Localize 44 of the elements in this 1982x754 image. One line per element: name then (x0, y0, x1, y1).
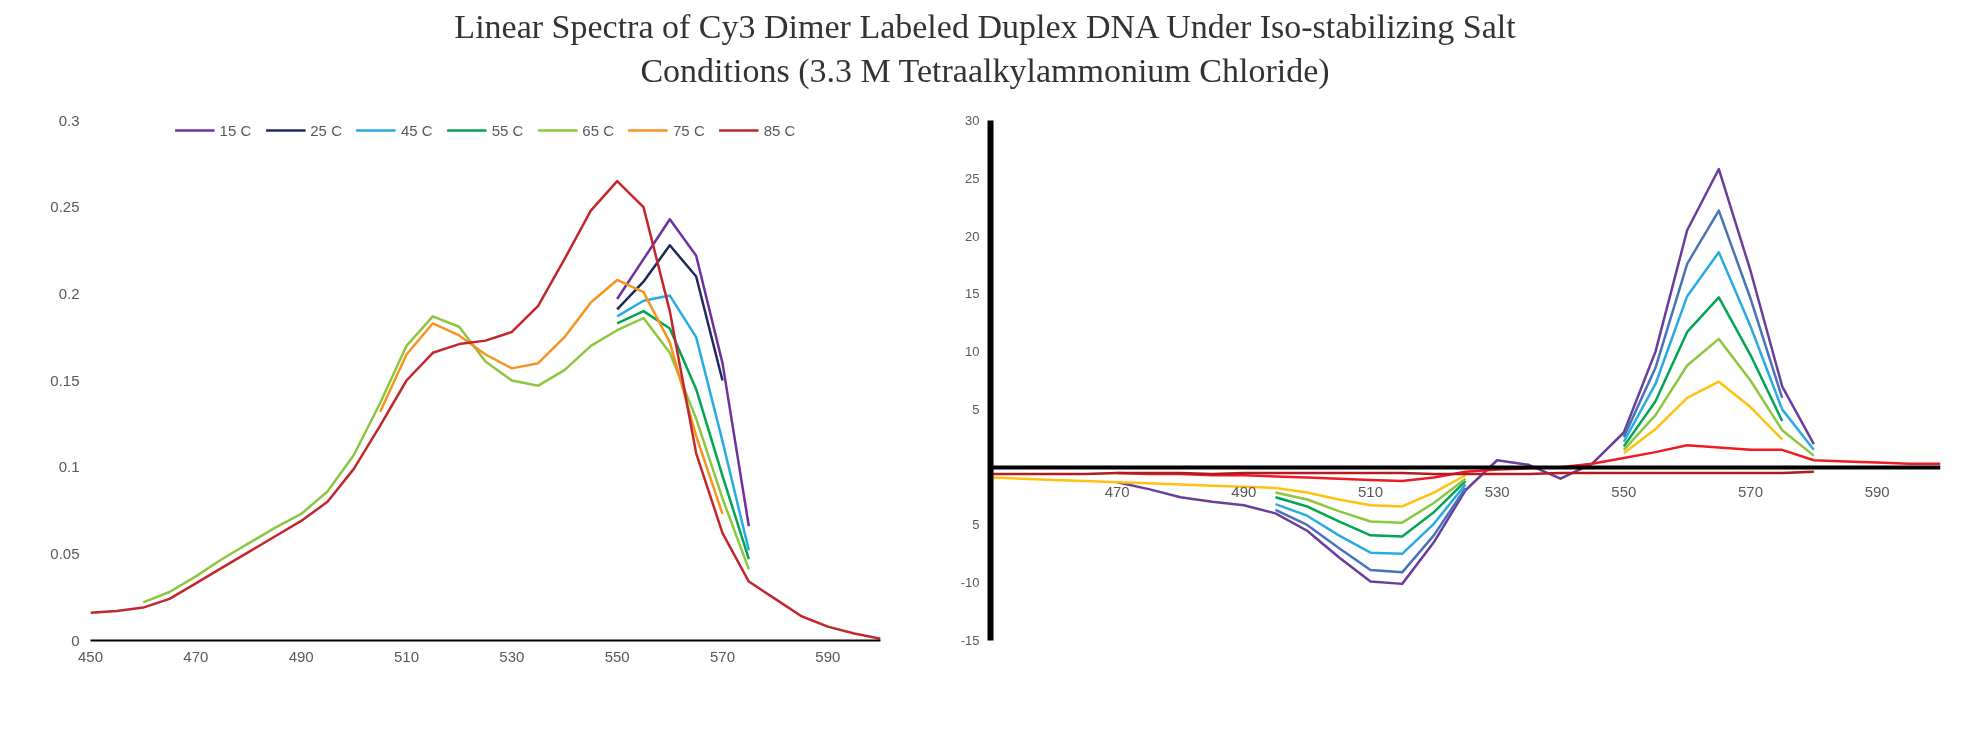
legend-label: 55 C (491, 121, 524, 139)
y-tick-label: 0.3 (58, 111, 80, 129)
y-tick-label: 30 (965, 113, 980, 128)
y-tick-label: -15 (960, 633, 980, 648)
x-tick-label: 570 (1737, 483, 1764, 501)
x-tick-label: 510 (393, 647, 420, 665)
y-tick-label: 0.15 (50, 371, 80, 389)
y-tick-label: 0.1 (58, 458, 80, 476)
x-tick-label: 490 (1231, 483, 1257, 501)
y-tick-label: -10 (960, 575, 980, 591)
line-series (615, 244, 724, 382)
y-tick-label: 5 (972, 401, 980, 417)
text: Linear Spectra of Cy3 Dimer Labeled Duplex DNA Under Iso-stabilizing Salt Conditions (3.3 M Tetraalkylammonium Chloride) (454, 7, 1516, 91)
y-tick-label: 20 (965, 228, 980, 244)
legend-label: 15 C (219, 121, 252, 139)
x-tick-label: 470 (183, 647, 209, 665)
x-tick-label: 530 (1484, 483, 1510, 501)
x-tick-label: 590 (1864, 483, 1890, 501)
x-tick-label: 590 (815, 647, 841, 665)
legend-label: 45 C (400, 121, 433, 139)
y-tick-label: 0 (71, 631, 80, 649)
legend-label: 75 C (673, 121, 705, 139)
x-tick-label: 470 (1104, 483, 1130, 501)
x-tick-label: 550 (1611, 483, 1637, 501)
y-tick-label: 0.05 (50, 544, 80, 562)
line-series (378, 278, 724, 516)
x-tick-label: 550 (604, 647, 630, 665)
legend-label: 85 C (763, 121, 796, 139)
legend-label: 25 C (310, 121, 342, 139)
x-tick-label: 570 (709, 647, 736, 665)
x-tick-label: 510 (1357, 483, 1384, 501)
x-tick-label: 530 (499, 647, 525, 665)
y-tick-label: 0.25 (50, 198, 80, 216)
y-tick-label: 10 (965, 344, 980, 360)
y-tick-label: 15 (965, 286, 980, 302)
x-tick-label: 490 (288, 647, 314, 665)
line-series (90, 179, 881, 641)
y-tick-label: 5 (972, 517, 980, 533)
line-series (141, 315, 751, 604)
x-tick-label: 450 (77, 647, 104, 665)
legend-label: 65 C (582, 121, 615, 139)
line-series (615, 218, 751, 528)
y-tick-label: 0.2 (58, 284, 80, 302)
y-tick-label: 25 (965, 170, 980, 186)
